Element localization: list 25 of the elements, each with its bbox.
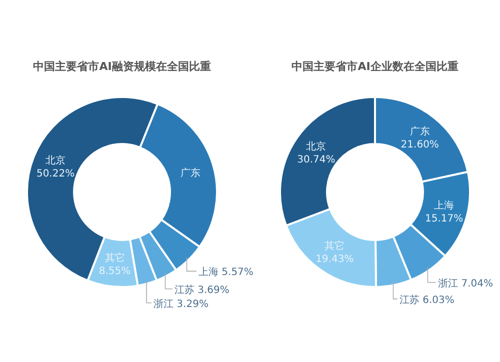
- slice-label: 上海: [434, 200, 454, 212]
- slice-label: 其它: [104, 252, 125, 264]
- slice-label: 其它: [324, 240, 345, 252]
- slice-label: 江苏: [174, 284, 194, 296]
- data-label: 7.04%: [461, 278, 493, 290]
- chart-title: 中国主要省市AI企业数在全国比重: [292, 60, 458, 73]
- chart-title: 中国主要省市AI融资规模在全国比重: [33, 60, 211, 73]
- slice-label: 广东: [180, 166, 201, 179]
- slice-label: 上海: [198, 267, 218, 278]
- data-label: 6.03%: [422, 294, 454, 306]
- slice-label: 江苏: [399, 294, 420, 306]
- data-label: 8.55%: [98, 266, 131, 278]
- data-label: 30.74%: [297, 154, 336, 166]
- slice-label: 北京: [306, 140, 326, 152]
- slice-label: 广东: [410, 125, 430, 138]
- data-label: 19.43%: [316, 254, 354, 266]
- data-label: 3.69%: [198, 284, 230, 296]
- data-label: 5.57%: [222, 267, 254, 278]
- data-label: 3.29%: [176, 298, 208, 310]
- slice-label: 浙江: [438, 278, 458, 290]
- slice-label: 北京: [46, 154, 66, 167]
- data-label: 21.60%: [400, 139, 439, 150]
- data-label: 50.22%: [36, 168, 75, 180]
- slice-label: 浙江: [154, 298, 174, 310]
- data-label: 15.17%: [424, 214, 464, 225]
